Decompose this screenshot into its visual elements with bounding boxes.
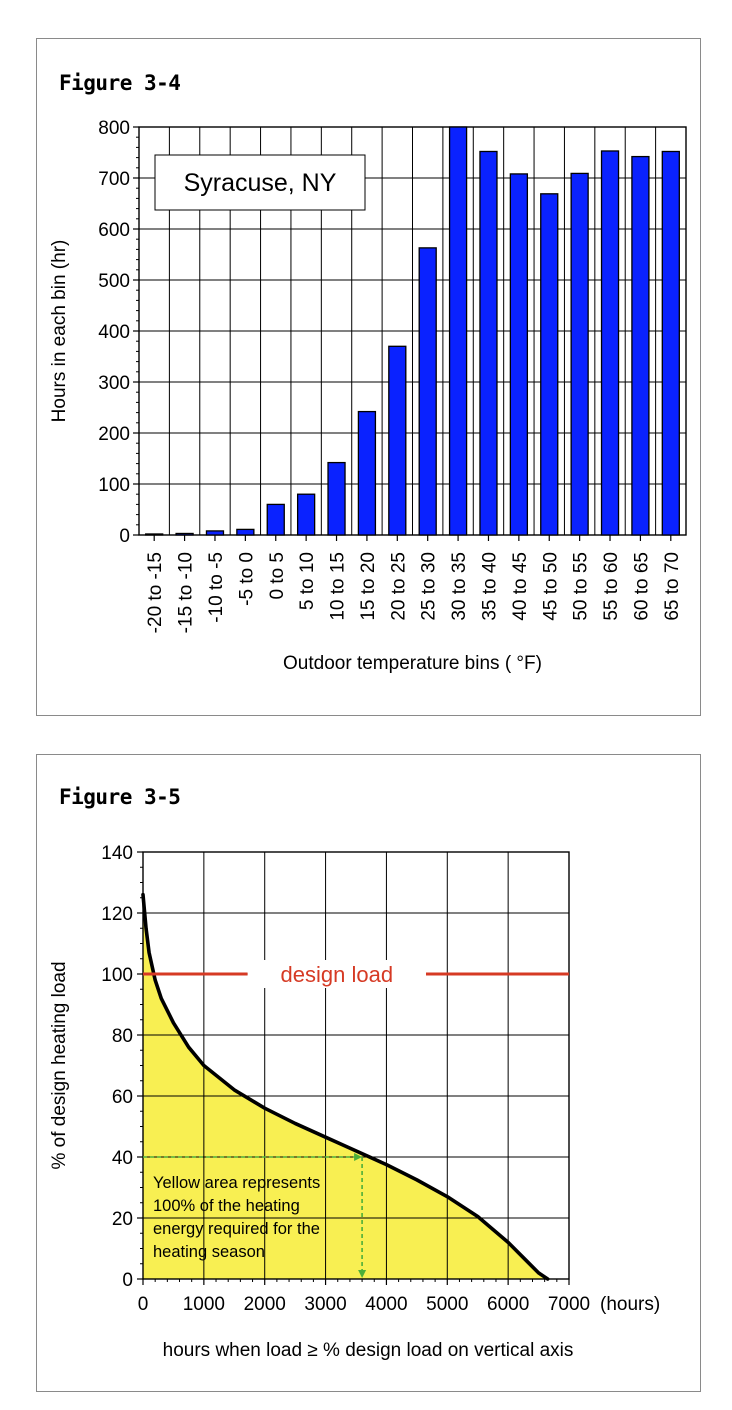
- annotation-box: [154, 154, 366, 211]
- bar: [205, 530, 225, 536]
- x-tick-label: 4000: [365, 1294, 407, 1315]
- bar: [266, 503, 285, 536]
- x-tick-label: 50 to 55: [571, 552, 592, 621]
- x-tick-label: 65 to 70: [662, 552, 683, 621]
- x-tick-label: 0: [138, 1294, 149, 1315]
- marker-arrowhead: [354, 1153, 363, 1161]
- bar: [600, 150, 620, 536]
- figure-3-5-panel: Figure 3-5 0 1000 2000 3000 4000 5000 6000 7000…: [36, 754, 701, 1392]
- bar: [327, 461, 346, 536]
- x-tick-label: 10 to 15: [328, 552, 349, 621]
- bar: [236, 528, 255, 536]
- x-tick-label: 15 to 20: [358, 552, 379, 621]
- figure-label: Figure 3-5: [59, 785, 181, 809]
- bar-chart: 0 100 200 300 400 500 600 700 800 -20 to -15 -15 t…: [49, 118, 687, 674]
- bar: [631, 155, 650, 536]
- y-tick-label: 800: [98, 118, 130, 139]
- y-tick-label: 600: [98, 220, 130, 241]
- y-tick-label: 140: [101, 843, 133, 864]
- y-tick-label: 500: [98, 271, 130, 292]
- x-tick-label: 60 to 65: [631, 552, 652, 621]
- annotation-line: Yellow area represents: [153, 1174, 320, 1192]
- x-tick-label: 45 to 50: [540, 552, 561, 621]
- design-load-label-bg: [247, 960, 426, 988]
- x-tick-label: 40 to 45: [510, 552, 531, 621]
- x-tick-label: 5 to 10: [297, 552, 318, 610]
- bar: [479, 150, 498, 536]
- y-tick-label: 300: [98, 373, 130, 394]
- x-tick-label: 20 to 25: [388, 552, 409, 621]
- design-load-label: design load: [281, 962, 394, 987]
- bar: [145, 533, 164, 536]
- y-tick-label: 80: [112, 1026, 133, 1047]
- x-tick-label: -10 to -5: [206, 552, 227, 623]
- x-tick-label: 0 to 5: [267, 552, 288, 600]
- x-tick-label: -20 to -15: [145, 552, 166, 633]
- x-tick-label: 6000: [487, 1294, 529, 1315]
- bar: [661, 150, 680, 536]
- x-tick-label: 5000: [426, 1294, 468, 1315]
- bar: [570, 172, 589, 536]
- plot-frame: [138, 126, 687, 536]
- y-axis-title: Hours in each bin (hr): [49, 240, 70, 423]
- x-tick-label: 30 to 35: [449, 552, 470, 621]
- x-tick-label: 25 to 30: [419, 552, 440, 621]
- x-axis-unit: (hours): [600, 1294, 660, 1315]
- y-tick-label: 40: [112, 1148, 133, 1169]
- bar: [296, 493, 316, 536]
- y-tick-label: 700: [98, 169, 130, 190]
- x-axis-title: hours when load ≥ % design load on verti…: [163, 1340, 574, 1361]
- x-tick-label: 3000: [304, 1294, 346, 1315]
- marker-arrowhead: [358, 1270, 367, 1278]
- y-axis-title: % of design heating load: [49, 961, 70, 1169]
- bar: [357, 410, 377, 536]
- x-tick-label: 7000: [548, 1294, 590, 1315]
- annotation-line: 100% of the heating: [153, 1197, 300, 1215]
- y-tick-label: 0: [122, 1270, 133, 1291]
- y-tick-label: 60: [112, 1087, 133, 1108]
- annotation-line: heating season: [153, 1243, 265, 1261]
- x-tick-label: 1000: [183, 1294, 225, 1315]
- load-duration-curve: [141, 892, 550, 1281]
- bar: [388, 345, 407, 536]
- x-tick-label: -15 to -10: [176, 552, 197, 633]
- annotation-text: Syracuse, NY: [184, 169, 337, 197]
- annotation-line: energy required for the: [153, 1220, 320, 1238]
- bar: [418, 247, 437, 536]
- energy-area: [143, 894, 548, 1279]
- y-tick-label: 0: [119, 526, 130, 547]
- x-tick-label: -5 to 0: [236, 552, 257, 606]
- bar: [175, 532, 194, 536]
- y-tick-label: 400: [98, 322, 130, 343]
- figure-label: Figure 3-4: [59, 71, 181, 95]
- load-duration-chart: 0 1000 2000 3000 4000 5000 6000 7000 0 20 40 60 80 10…: [49, 843, 660, 1361]
- y-tick-label: 120: [101, 904, 133, 925]
- y-tick-label: 200: [98, 424, 130, 445]
- y-tick-label: 20: [112, 1209, 133, 1230]
- bar: [448, 126, 468, 536]
- bar: [509, 173, 529, 536]
- y-tick-label: 100: [101, 965, 133, 986]
- figure-3-4-panel: Figure 3-4 0 100 200 300 400 500 600 700 800 -20 …: [36, 38, 701, 716]
- x-tick-label: 55 to 60: [601, 552, 622, 621]
- bar: [540, 193, 559, 536]
- x-axis-title: Outdoor temperature bins ( °F): [283, 653, 542, 674]
- y-tick-label: 100: [98, 475, 130, 496]
- plot-frame: [142, 851, 570, 1280]
- x-tick-label: 2000: [244, 1294, 286, 1315]
- x-tick-label: 35 to 40: [479, 552, 500, 621]
